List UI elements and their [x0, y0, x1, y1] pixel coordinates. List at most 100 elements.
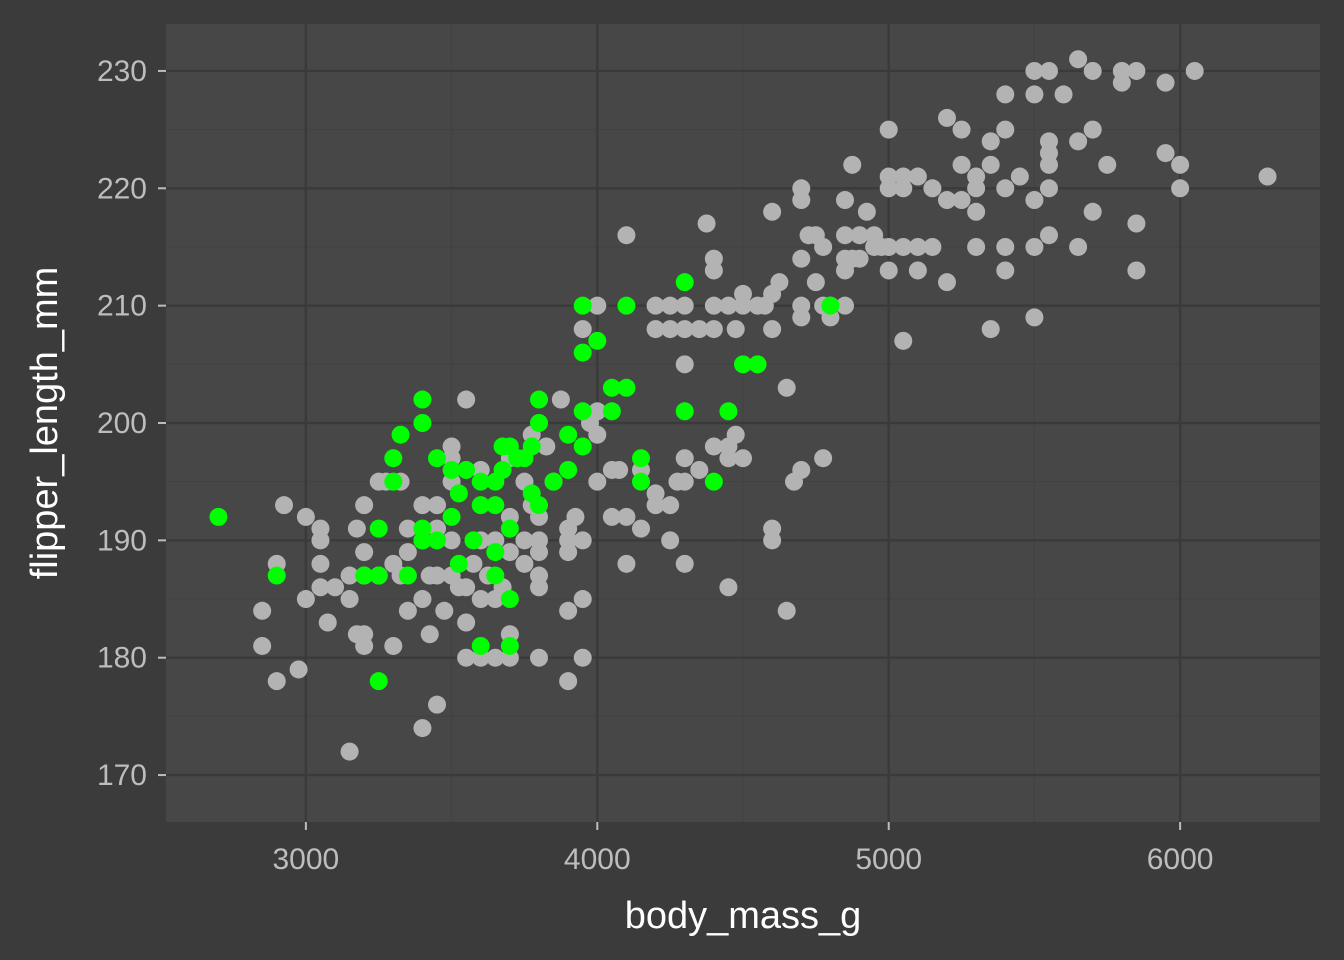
data-point	[646, 296, 665, 315]
data-point	[675, 296, 694, 315]
data-point	[551, 390, 570, 409]
data-point	[318, 613, 337, 632]
x-tick-label: 5000	[855, 843, 922, 876]
data-point	[413, 496, 432, 515]
data-point	[952, 120, 971, 139]
highlight-point	[559, 425, 578, 444]
x-tick-label: 3000	[273, 843, 340, 876]
data-point	[515, 531, 534, 550]
data-point	[719, 296, 738, 315]
highlight-point	[457, 460, 476, 479]
x-axis-ticks: 3000 4000 5000 6000	[273, 822, 1214, 876]
data-point	[428, 566, 447, 585]
data-point	[792, 191, 811, 210]
data-point	[937, 273, 956, 292]
data-point	[1039, 61, 1058, 80]
data-point	[1185, 61, 1204, 80]
data-point	[253, 636, 272, 655]
data-point	[530, 578, 549, 597]
data-point	[952, 155, 971, 174]
data-point	[311, 578, 330, 597]
data-point	[1171, 179, 1190, 198]
highlight-point	[500, 519, 519, 538]
highlight-point	[369, 519, 388, 538]
data-point	[471, 590, 490, 609]
data-point	[588, 402, 607, 421]
data-point	[763, 202, 782, 221]
highlight-point	[486, 496, 505, 515]
data-point	[690, 460, 709, 479]
data-point	[981, 320, 1000, 339]
data-point	[763, 320, 782, 339]
data-point	[347, 519, 366, 538]
data-point	[894, 167, 913, 186]
highlight-point	[573, 437, 592, 456]
data-point	[559, 672, 578, 691]
data-point	[617, 226, 636, 245]
data-point	[879, 179, 898, 198]
highlight-point	[471, 496, 490, 515]
data-point	[646, 320, 665, 339]
data-point	[457, 390, 476, 409]
data-point	[588, 425, 607, 444]
data-point	[398, 519, 417, 538]
highlight-point	[369, 672, 388, 691]
data-point	[675, 449, 694, 468]
highlight-point	[617, 296, 636, 315]
data-point	[835, 191, 854, 210]
data-point	[355, 543, 374, 562]
highlight-point	[573, 343, 592, 362]
data-point	[398, 601, 417, 620]
data-point	[726, 320, 745, 339]
highlight-point	[675, 402, 694, 421]
highlight-point	[493, 460, 512, 479]
data-point	[420, 625, 439, 644]
data-point	[734, 449, 752, 468]
data-point	[967, 202, 986, 221]
data-point	[792, 460, 811, 479]
data-point	[661, 320, 680, 339]
data-point	[413, 719, 432, 738]
y-tick-label: 210	[97, 290, 147, 323]
data-point	[1054, 85, 1073, 104]
data-point	[457, 578, 476, 597]
x-tick-label: 4000	[564, 843, 631, 876]
data-point	[1025, 237, 1044, 256]
data-point	[500, 543, 519, 562]
data-point	[879, 237, 898, 256]
x-axis-title: body_mass_g	[625, 895, 862, 937]
data-point	[602, 507, 621, 526]
highlight-point	[500, 636, 519, 655]
data-point	[398, 543, 417, 562]
highlight-point	[428, 449, 447, 468]
data-point	[697, 214, 716, 233]
data-point	[1025, 61, 1044, 80]
data-point	[559, 543, 578, 562]
data-point	[1039, 155, 1058, 174]
x-tick-label: 6000	[1147, 843, 1214, 876]
data-point	[734, 296, 752, 315]
data-point	[792, 249, 811, 268]
data-point	[253, 601, 272, 620]
data-point	[777, 378, 796, 397]
y-tick-label: 190	[97, 524, 147, 557]
data-point	[326, 578, 345, 597]
data-point	[719, 449, 738, 468]
data-point	[814, 449, 833, 468]
highlight-point	[602, 402, 621, 421]
data-point	[879, 261, 898, 280]
data-point	[1010, 167, 1029, 186]
data-point	[661, 531, 680, 550]
highlight-point	[602, 378, 621, 397]
highlight-point	[449, 484, 468, 503]
highlight-point	[464, 531, 483, 550]
highlight-point	[573, 296, 592, 315]
data-point	[675, 554, 694, 573]
highlight-point	[617, 378, 636, 397]
data-point	[428, 695, 447, 714]
data-point	[952, 191, 971, 210]
data-point	[908, 261, 927, 280]
data-point	[923, 237, 942, 256]
y-tick-label: 200	[97, 407, 147, 440]
data-point	[850, 249, 869, 268]
